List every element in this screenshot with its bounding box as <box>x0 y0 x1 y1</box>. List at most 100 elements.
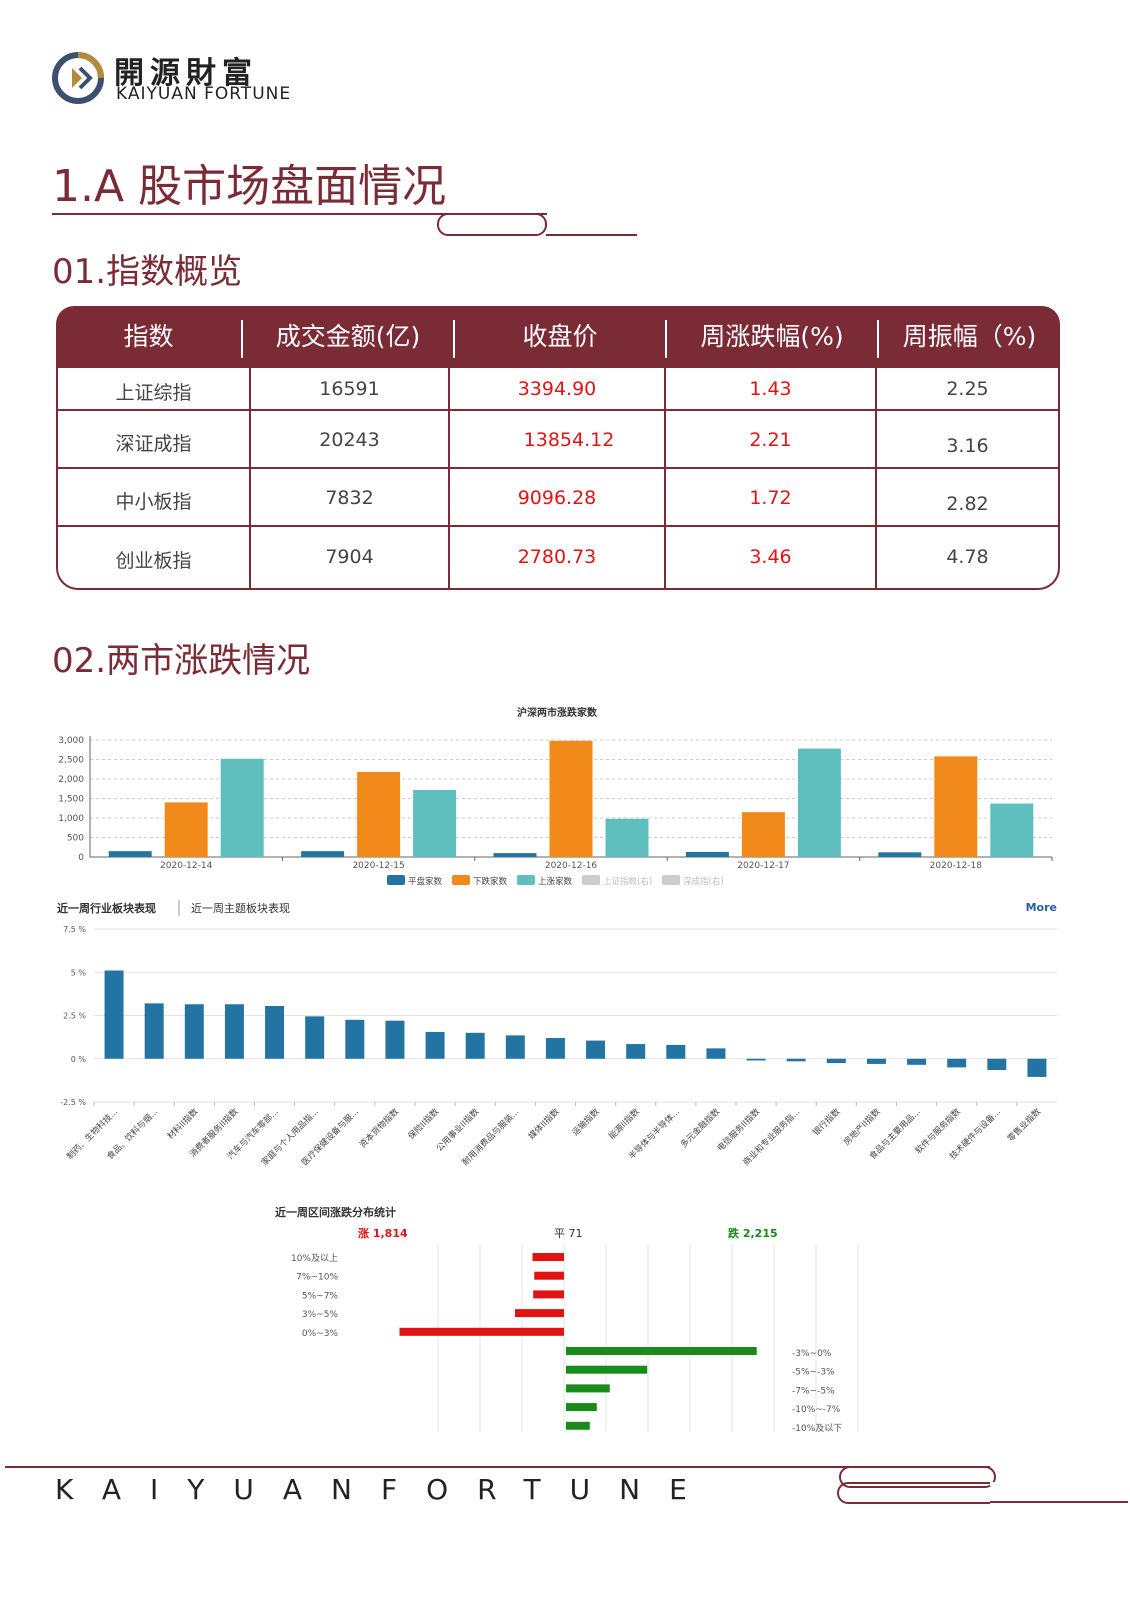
table-cell-turnover: 7904 <box>325 546 374 568</box>
y-tick-label: 7.5 % <box>63 925 86 934</box>
x-tick-label: 零售业指数 <box>1005 1106 1043 1144</box>
down-category-label: -7%~-5% <box>792 1386 835 1396</box>
table-cell-index-name: 深证成指 <box>115 433 192 455</box>
table-cell-weekly-change: 1.72 <box>749 487 792 509</box>
sector-bar <box>746 1058 766 1061</box>
table-cell-turnover: 20243 <box>319 429 380 451</box>
x-tick-label: 多元金融指数 <box>678 1106 722 1150</box>
x-tick-label: 媒体II指数 <box>526 1106 562 1142</box>
x-tick-label: 能源II指数 <box>606 1106 642 1142</box>
summary-flat: 平 71 <box>554 1227 583 1240</box>
sector-bar <box>184 1004 204 1059</box>
bar-up <box>990 803 1034 857</box>
legend-label: 上证指数(右) <box>603 876 652 887</box>
down-category-label: -5%~-3% <box>792 1368 835 1378</box>
table-header-cell: 指数 <box>123 322 174 351</box>
y-tick-label: 0 % <box>71 1055 87 1064</box>
y-tick-label: -2.5 % <box>60 1098 86 1107</box>
legend-label: 下跌家数 <box>473 876 508 887</box>
x-tick-label: 运输指数 <box>570 1106 602 1138</box>
table-cell-close: 13854.12 <box>523 429 615 451</box>
down-bar <box>566 1365 648 1374</box>
sector-bar <box>144 1003 164 1059</box>
table-cell-weekly-change: 2.21 <box>749 429 792 451</box>
bar-flat <box>685 851 729 857</box>
y-tick-label: 2.5 % <box>63 1012 86 1021</box>
x-tick-label: 资本货物指数 <box>357 1106 401 1150</box>
sector-bar <box>305 1016 325 1059</box>
sector-bar <box>465 1032 485 1059</box>
legend-swatch <box>452 875 470 885</box>
legend-label: 平盘家数 <box>408 876 443 887</box>
sector-bar <box>104 970 124 1059</box>
summary-up: 涨 1,814 <box>358 1226 408 1240</box>
table-cell-close: 2780.73 <box>517 546 597 568</box>
sector-bar <box>425 1031 445 1059</box>
y-tick-label: 0 <box>78 853 84 863</box>
up-category-label: 5%~7% <box>302 1291 339 1301</box>
sector-bar <box>545 1037 565 1059</box>
sector-bar <box>385 1020 405 1059</box>
kaiyuan-logo-icon <box>52 52 104 104</box>
footer-decoration <box>5 1466 1130 1506</box>
legend-swatch <box>517 875 535 885</box>
x-tick-label: 2020-12-16 <box>545 861 598 871</box>
bar-down <box>549 740 593 857</box>
page-title: 1.A 股市场盘面情况 <box>52 161 447 212</box>
bar-flat <box>878 852 922 857</box>
sector-bar <box>706 1048 726 1059</box>
header-separator <box>665 320 667 358</box>
bar-up <box>413 789 457 857</box>
sector-bar <box>666 1044 686 1059</box>
up-bar <box>534 1271 564 1280</box>
table-cell-index-name: 上证综指 <box>115 382 192 404</box>
up-bar <box>532 1253 564 1261</box>
up-category-label: 7%~10% <box>296 1273 338 1283</box>
table-cell-amplitude: 2.82 <box>946 493 989 515</box>
sector-bar <box>586 1040 606 1059</box>
sector-bar <box>947 1058 967 1068</box>
header-separator <box>877 320 879 358</box>
sector-bar <box>224 1004 244 1059</box>
sector-bar <box>786 1058 806 1062</box>
y-tick-label: 1,000 <box>58 814 84 824</box>
y-tick-label: 2,000 <box>58 775 84 785</box>
table-cell-weekly-change: 1.43 <box>749 378 792 400</box>
sector-bar <box>987 1058 1007 1070</box>
header-separator <box>453 320 455 358</box>
bar-flat <box>493 853 537 857</box>
legend-swatch <box>582 875 600 885</box>
sector-bar <box>265 1005 285 1059</box>
table-cell-close: 3394.90 <box>517 378 597 400</box>
x-tick-label: 2020-12-18 <box>930 861 983 871</box>
table-cell-index-name: 创业板指 <box>115 550 192 572</box>
advance-decline-chart: 沪深两市涨跌家数 0 500 1,000 1,500 2,000 2,500 3,000 202… <box>58 706 1053 887</box>
table-cell-amplitude: 4.78 <box>946 546 989 568</box>
up-category-label: 10%及以上 <box>291 1253 338 1264</box>
sector-bar <box>826 1058 846 1064</box>
footer-brand-text: KAIYUANFORTUNE <box>55 1473 716 1506</box>
bar-down <box>741 812 785 857</box>
x-tick-label: 2020-12-15 <box>352 861 404 871</box>
section-market-breadth-title: 02.两市涨跌情况 <box>52 641 311 681</box>
bar-up <box>797 748 841 857</box>
y-tick-label: 3,000 <box>58 736 84 746</box>
table-cell-index-name: 中小板指 <box>115 491 192 513</box>
sector-performance-chart: 近一周行业板块表现 近一周主题板块表现 More 7.5 % 5 % 2.5 % 0 % -2… <box>57 900 1057 1168</box>
index-overview-table: 指数 成交金额(亿) 收盘价 周涨跌幅(%) 周振幅（%) 上证综指 16591… <box>56 306 1060 590</box>
x-tick-label: 材料II指数 <box>165 1106 201 1142</box>
bar-up <box>220 758 264 857</box>
sector-bar <box>907 1058 927 1065</box>
table-cell-close: 9096.28 <box>517 487 597 509</box>
down-category-label: -3%~0% <box>792 1349 832 1359</box>
more-link: More <box>1026 901 1057 914</box>
table-header-cell: 周涨跌幅(%) <box>700 322 844 351</box>
y-tick-label: 1,500 <box>58 795 84 805</box>
tab-theme-sectors: 近一周主题板块表现 <box>191 901 290 915</box>
bar-flat <box>301 851 345 857</box>
table-header-row: 指数 成交金额(亿) 收盘价 周涨跌幅(%) 周振幅（%) <box>56 306 1060 368</box>
table-cell-amplitude: 2.25 <box>946 378 989 400</box>
header-separator <box>241 320 243 358</box>
down-category-label: -10%及以下 <box>792 1423 842 1434</box>
